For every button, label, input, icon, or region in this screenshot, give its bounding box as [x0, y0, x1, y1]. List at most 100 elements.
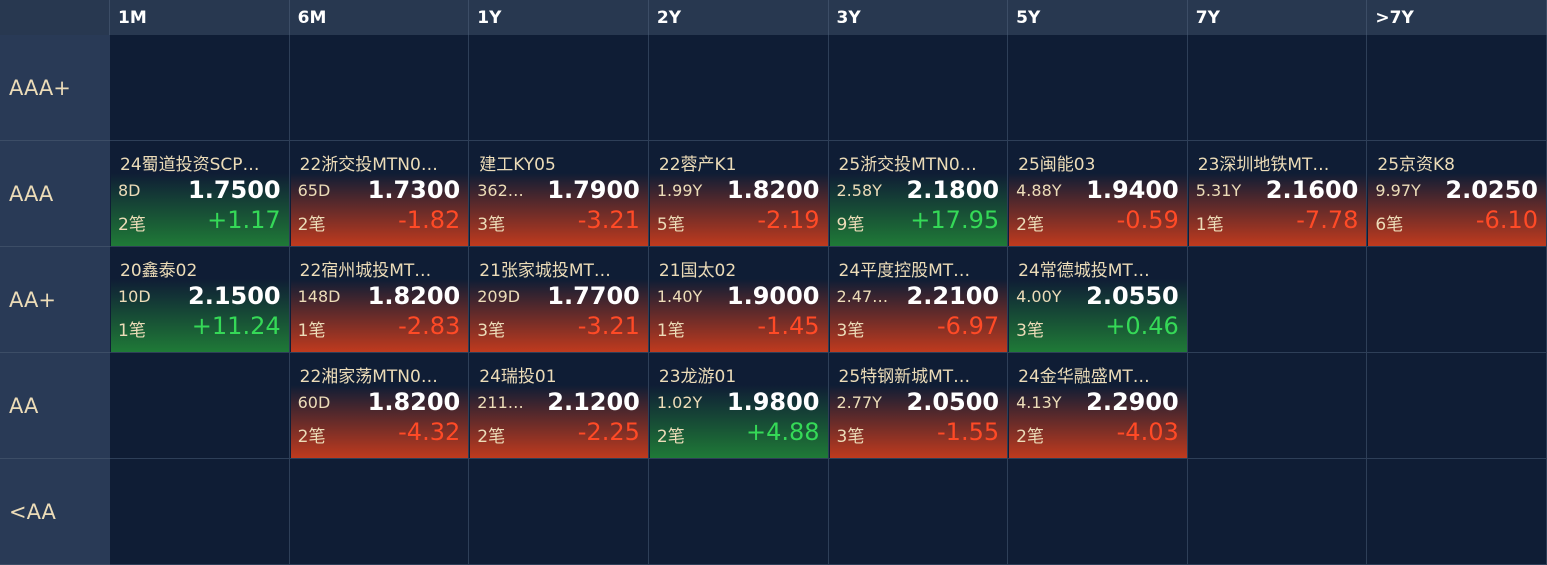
column-header: 5Y [1008, 0, 1188, 35]
empty-cell [289, 247, 470, 353]
empty-cell [289, 141, 470, 247]
term: 65D [297, 181, 331, 200]
bond-cell: 建工KY05 362… 1.7900 3笔 -3.21 [470, 142, 648, 246]
change: -1.55 [937, 418, 1000, 446]
yield: 2.1600 [1265, 176, 1359, 204]
trade-count: 2笔 [656, 427, 685, 447]
empty-cell [648, 35, 829, 141]
bond-name: 24常德城投MT… [1018, 261, 1150, 281]
yield: 2.0500 [906, 388, 1000, 416]
bond-cell: 23深圳地铁MT… 5.31Y 2.1600 1笔 -7.78 [1188, 142, 1367, 246]
row-label: AA [0, 353, 110, 459]
term: 4.00Y [1016, 287, 1062, 306]
term: 8D [118, 181, 141, 200]
trade-count: 3笔 [836, 427, 865, 447]
bond-cell: 24金华融盛MT… 4.13Y 2.2900 2笔 -4.03 [1009, 354, 1187, 458]
empty-cell [469, 247, 649, 353]
bond-name: 25闽能03 [1018, 155, 1096, 175]
bond-cell: 22蓉产K1 1.99Y 1.8200 5笔 -2.19 [649, 142, 828, 246]
empty-cell [289, 353, 470, 459]
empty-cell [110, 141, 290, 247]
change: -0.59 [1116, 206, 1179, 234]
bond-cell: 21国太02 1.40Y 1.9000 1笔 -1.45 [649, 248, 828, 352]
empty-cell [1367, 459, 1547, 565]
empty-cell [469, 459, 649, 565]
bond-cell: 20鑫泰02 10D 2.1500 1笔 +11.24 [111, 248, 289, 352]
change: -2.25 [577, 418, 640, 446]
column-header: 1Y [469, 0, 649, 35]
bond-cell: 21张家城投MT… 209D 1.7700 3笔 -3.21 [470, 248, 648, 352]
change: -4.32 [398, 418, 461, 446]
change: -2.83 [398, 312, 461, 340]
change: -6.10 [1475, 206, 1538, 234]
empty-cell [469, 141, 649, 247]
term: 10D [118, 287, 151, 306]
trade-count: 3笔 [1016, 321, 1044, 341]
empty-cell [1367, 247, 1547, 353]
change: -7.78 [1296, 206, 1359, 234]
term: 9.97Y [1375, 181, 1421, 200]
bond-name: 20鑫泰02 [120, 261, 198, 281]
column-header: 2Y [648, 0, 829, 35]
bond-name: 22蓉产K1 [658, 155, 737, 175]
empty-cell [1008, 141, 1188, 247]
bond-cell: 22湘家荡MTN0… 60D 1.8200 2笔 -4.32 [290, 354, 469, 458]
term: 211… [477, 393, 524, 412]
column-header: 6M [289, 0, 470, 35]
term: 1.99Y [656, 181, 703, 200]
bond-name: 24平度控股MT… [838, 261, 971, 281]
empty-cell [1367, 353, 1547, 459]
trade-count: 3笔 [836, 321, 865, 341]
trade-count: 2笔 [118, 215, 146, 235]
yield: 1.7900 [547, 176, 640, 204]
empty-cell [828, 459, 1009, 565]
bond-cell: 23龙游01 1.02Y 1.9800 2笔 +4.88 [649, 354, 828, 458]
trade-count: 5笔 [656, 215, 685, 235]
bond-cell: 24平度控股MT… 2.47… 2.2100 3笔 -6.97 [829, 248, 1008, 352]
yield: 2.1500 [188, 282, 281, 310]
yield: 1.8200 [367, 388, 461, 416]
bond-name: 24金华融盛MT… [1018, 367, 1150, 387]
trade-count: 6笔 [1375, 215, 1404, 235]
bond-cell: 25闽能03 4.88Y 1.9400 2笔 -0.59 [1009, 142, 1187, 246]
yield: 2.1800 [906, 176, 1000, 204]
empty-cell [648, 353, 829, 459]
change: -3.21 [577, 206, 640, 234]
yield: 1.7700 [547, 282, 640, 310]
row-label: <AA [0, 459, 110, 565]
yield: 1.8200 [726, 176, 820, 204]
trade-count: 3笔 [477, 215, 506, 235]
yield: 1.7500 [188, 176, 281, 204]
trade-count: 1笔 [656, 321, 685, 341]
trade-count: 2笔 [297, 427, 326, 447]
change: -2.19 [757, 206, 820, 234]
column-header: >7Y [1367, 0, 1547, 35]
bond-name: 21国太02 [658, 261, 737, 281]
term: 148D [297, 287, 341, 306]
term: 5.31Y [1195, 181, 1242, 200]
change: +17.95 [910, 206, 1000, 234]
trade-count: 1笔 [297, 321, 326, 341]
empty-cell [110, 353, 290, 459]
row-label: AA+ [0, 247, 110, 353]
column-header: 7Y [1187, 0, 1368, 35]
bond-name: 22宿州城投MT… [299, 261, 432, 281]
bond-name: 24蜀道投资SCP… [120, 155, 260, 175]
term: 4.13Y [1016, 393, 1062, 412]
bond-cell: 24蜀道投资SCP… 8D 1.7500 2笔 +1.17 [111, 142, 289, 246]
term: 2.77Y [836, 393, 882, 412]
empty-cell [289, 35, 470, 141]
empty-cell [1008, 35, 1188, 141]
change: +11.24 [191, 312, 281, 340]
change: -3.21 [577, 312, 640, 340]
bond-name: 24瑞投01 [479, 367, 557, 387]
bond-cell: 25京资K8 9.97Y 2.0250 6笔 -6.10 [1368, 142, 1546, 246]
empty-cell [648, 459, 829, 565]
change: -1.45 [757, 312, 820, 340]
bond-name: 22湘家荡MTN0… [299, 367, 438, 387]
empty-cell [110, 35, 290, 141]
bond-name: 建工KY05 [479, 155, 556, 175]
yield: 1.9000 [726, 282, 820, 310]
empty-cell [289, 459, 470, 565]
